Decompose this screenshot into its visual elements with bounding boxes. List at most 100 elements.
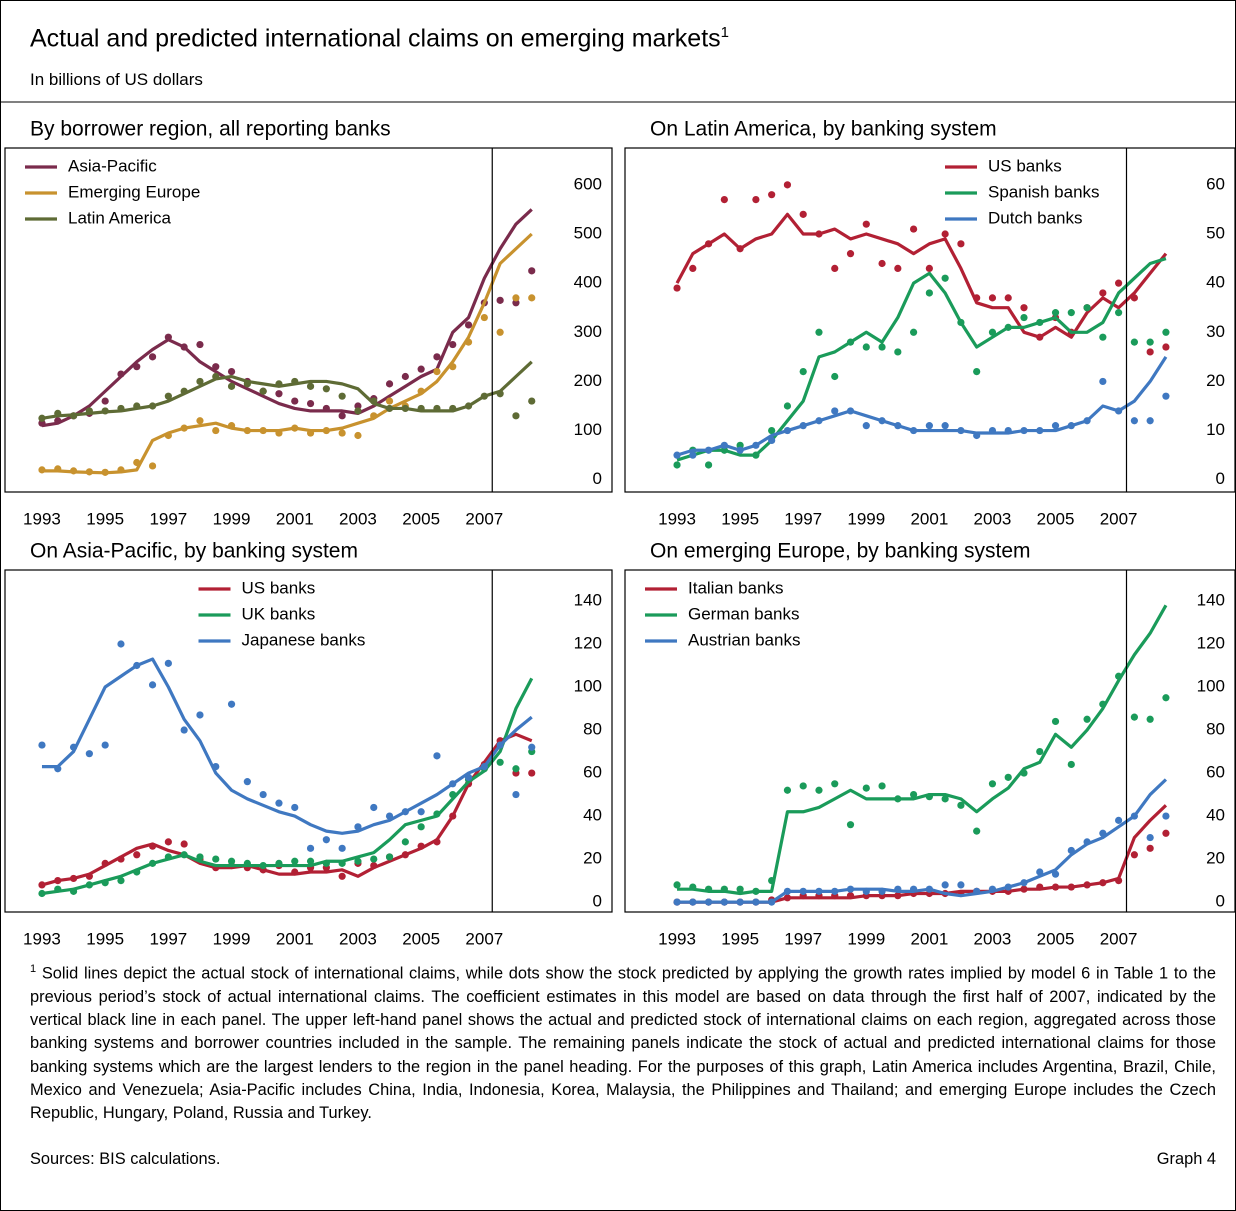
predicted-dot bbox=[1162, 392, 1170, 400]
predicted-dot bbox=[306, 844, 315, 852]
page-subtitle: In billions of US dollars bbox=[30, 70, 203, 89]
predicted-dot bbox=[1036, 318, 1044, 327]
predicted-dot bbox=[464, 773, 473, 781]
predicted-dot bbox=[973, 368, 981, 376]
y-tick-label: 200 bbox=[574, 371, 602, 390]
actual-line bbox=[41, 232, 533, 475]
predicted-dot bbox=[941, 422, 949, 430]
predicted-dot bbox=[1130, 812, 1138, 820]
predicted-dot bbox=[768, 898, 776, 906]
predicted-dot bbox=[1004, 294, 1012, 302]
predicted-dot bbox=[417, 808, 425, 816]
y-tick-label: 80 bbox=[583, 720, 602, 739]
predicted-dot bbox=[227, 368, 236, 376]
predicted-dot bbox=[148, 353, 157, 361]
predicted-dot bbox=[720, 898, 728, 906]
predicted-dot bbox=[846, 885, 855, 893]
predicted-dot bbox=[433, 752, 441, 760]
page-title: Actual and predicted international claim… bbox=[30, 24, 729, 53]
title-note: 1 bbox=[720, 24, 729, 41]
predicted-dot bbox=[673, 461, 681, 469]
legend-label: Asia-Pacific bbox=[68, 156, 157, 175]
x-tick-label: 1999 bbox=[847, 509, 885, 528]
predicted-dot bbox=[133, 661, 141, 670]
predicted-dot bbox=[1020, 313, 1028, 322]
predicted-dot bbox=[941, 795, 949, 803]
predicted-dot bbox=[1067, 422, 1075, 430]
predicted-dot bbox=[528, 294, 536, 302]
footnote-marker: 1 bbox=[30, 963, 37, 975]
predicted-dot bbox=[259, 387, 267, 395]
predicted-dot bbox=[449, 404, 457, 413]
predicted-dot bbox=[894, 348, 902, 356]
predicted-dot bbox=[1083, 838, 1091, 846]
predicted-dot bbox=[1051, 309, 1060, 317]
predicted-dot bbox=[243, 426, 251, 435]
x-tick-label: 2001 bbox=[910, 929, 948, 948]
predicted-dot bbox=[878, 417, 886, 425]
predicted-dot bbox=[85, 468, 93, 476]
predicted-dot bbox=[1146, 715, 1154, 723]
actual-line bbox=[675, 212, 1168, 339]
predicted-dot bbox=[846, 821, 855, 829]
predicted-dot bbox=[196, 377, 204, 386]
plot-frame bbox=[4, 147, 613, 493]
predicted-dot bbox=[1083, 304, 1091, 312]
predicted-dot bbox=[306, 857, 315, 865]
predicted-dot bbox=[1083, 881, 1091, 889]
predicted-dot bbox=[180, 840, 188, 848]
x-tick-label: 1997 bbox=[149, 509, 187, 528]
predicted-dot bbox=[54, 465, 62, 473]
predicted-dot bbox=[783, 894, 792, 902]
predicted-dot bbox=[988, 780, 997, 788]
predicted-dot bbox=[973, 887, 981, 895]
predicted-dot bbox=[1051, 870, 1060, 878]
x-tick-label: 2001 bbox=[910, 509, 948, 528]
predicted-dot bbox=[117, 404, 125, 413]
predicted-dot bbox=[370, 861, 378, 870]
predicted-dot bbox=[1115, 672, 1123, 680]
predicted-dot bbox=[1004, 883, 1012, 891]
predicted-dot bbox=[1115, 309, 1123, 317]
predicted-dot bbox=[1146, 417, 1154, 425]
predicted-dot bbox=[117, 466, 125, 474]
predicted-dot bbox=[227, 857, 236, 865]
predicted-dot bbox=[180, 424, 188, 432]
predicted-dot bbox=[862, 220, 870, 228]
legend-label: German banks bbox=[688, 604, 800, 623]
x-tick-label: 1995 bbox=[721, 509, 759, 528]
predicted-dot bbox=[449, 790, 457, 799]
plot-layer bbox=[673, 181, 1170, 469]
predicted-dot bbox=[941, 274, 949, 282]
predicted-dot bbox=[322, 426, 330, 435]
predicted-dot bbox=[354, 431, 362, 440]
predicted-dot bbox=[69, 743, 78, 751]
predicted-dot bbox=[370, 397, 378, 405]
predicted-dot bbox=[69, 467, 78, 475]
x-tick-label: 1993 bbox=[23, 929, 61, 948]
y-tick-label: 10 bbox=[1206, 420, 1225, 439]
predicted-dot bbox=[941, 230, 949, 238]
predicted-dot bbox=[1146, 348, 1154, 356]
predicted-dot bbox=[1146, 844, 1154, 852]
predicted-dot bbox=[212, 762, 220, 771]
predicted-dot bbox=[1146, 338, 1154, 346]
predicted-dot bbox=[196, 853, 204, 861]
predicted-dot bbox=[164, 838, 172, 846]
predicted-dot bbox=[417, 387, 425, 395]
y-tick-label: 40 bbox=[583, 806, 602, 825]
predicted-dot bbox=[148, 842, 157, 850]
predicted-dot bbox=[1036, 426, 1044, 435]
predicted-dot bbox=[815, 417, 823, 425]
predicted-dot bbox=[909, 225, 918, 233]
predicted-dot bbox=[212, 372, 220, 381]
predicted-dot bbox=[496, 741, 504, 749]
predicted-dot bbox=[1162, 694, 1170, 702]
plot-frame bbox=[4, 569, 613, 913]
y-tick-label: 140 bbox=[574, 590, 602, 609]
predicted-dot bbox=[720, 885, 728, 893]
legend-label: UK banks bbox=[242, 604, 316, 623]
x-tick-label: 1999 bbox=[213, 929, 251, 948]
predicted-dot bbox=[894, 885, 902, 893]
